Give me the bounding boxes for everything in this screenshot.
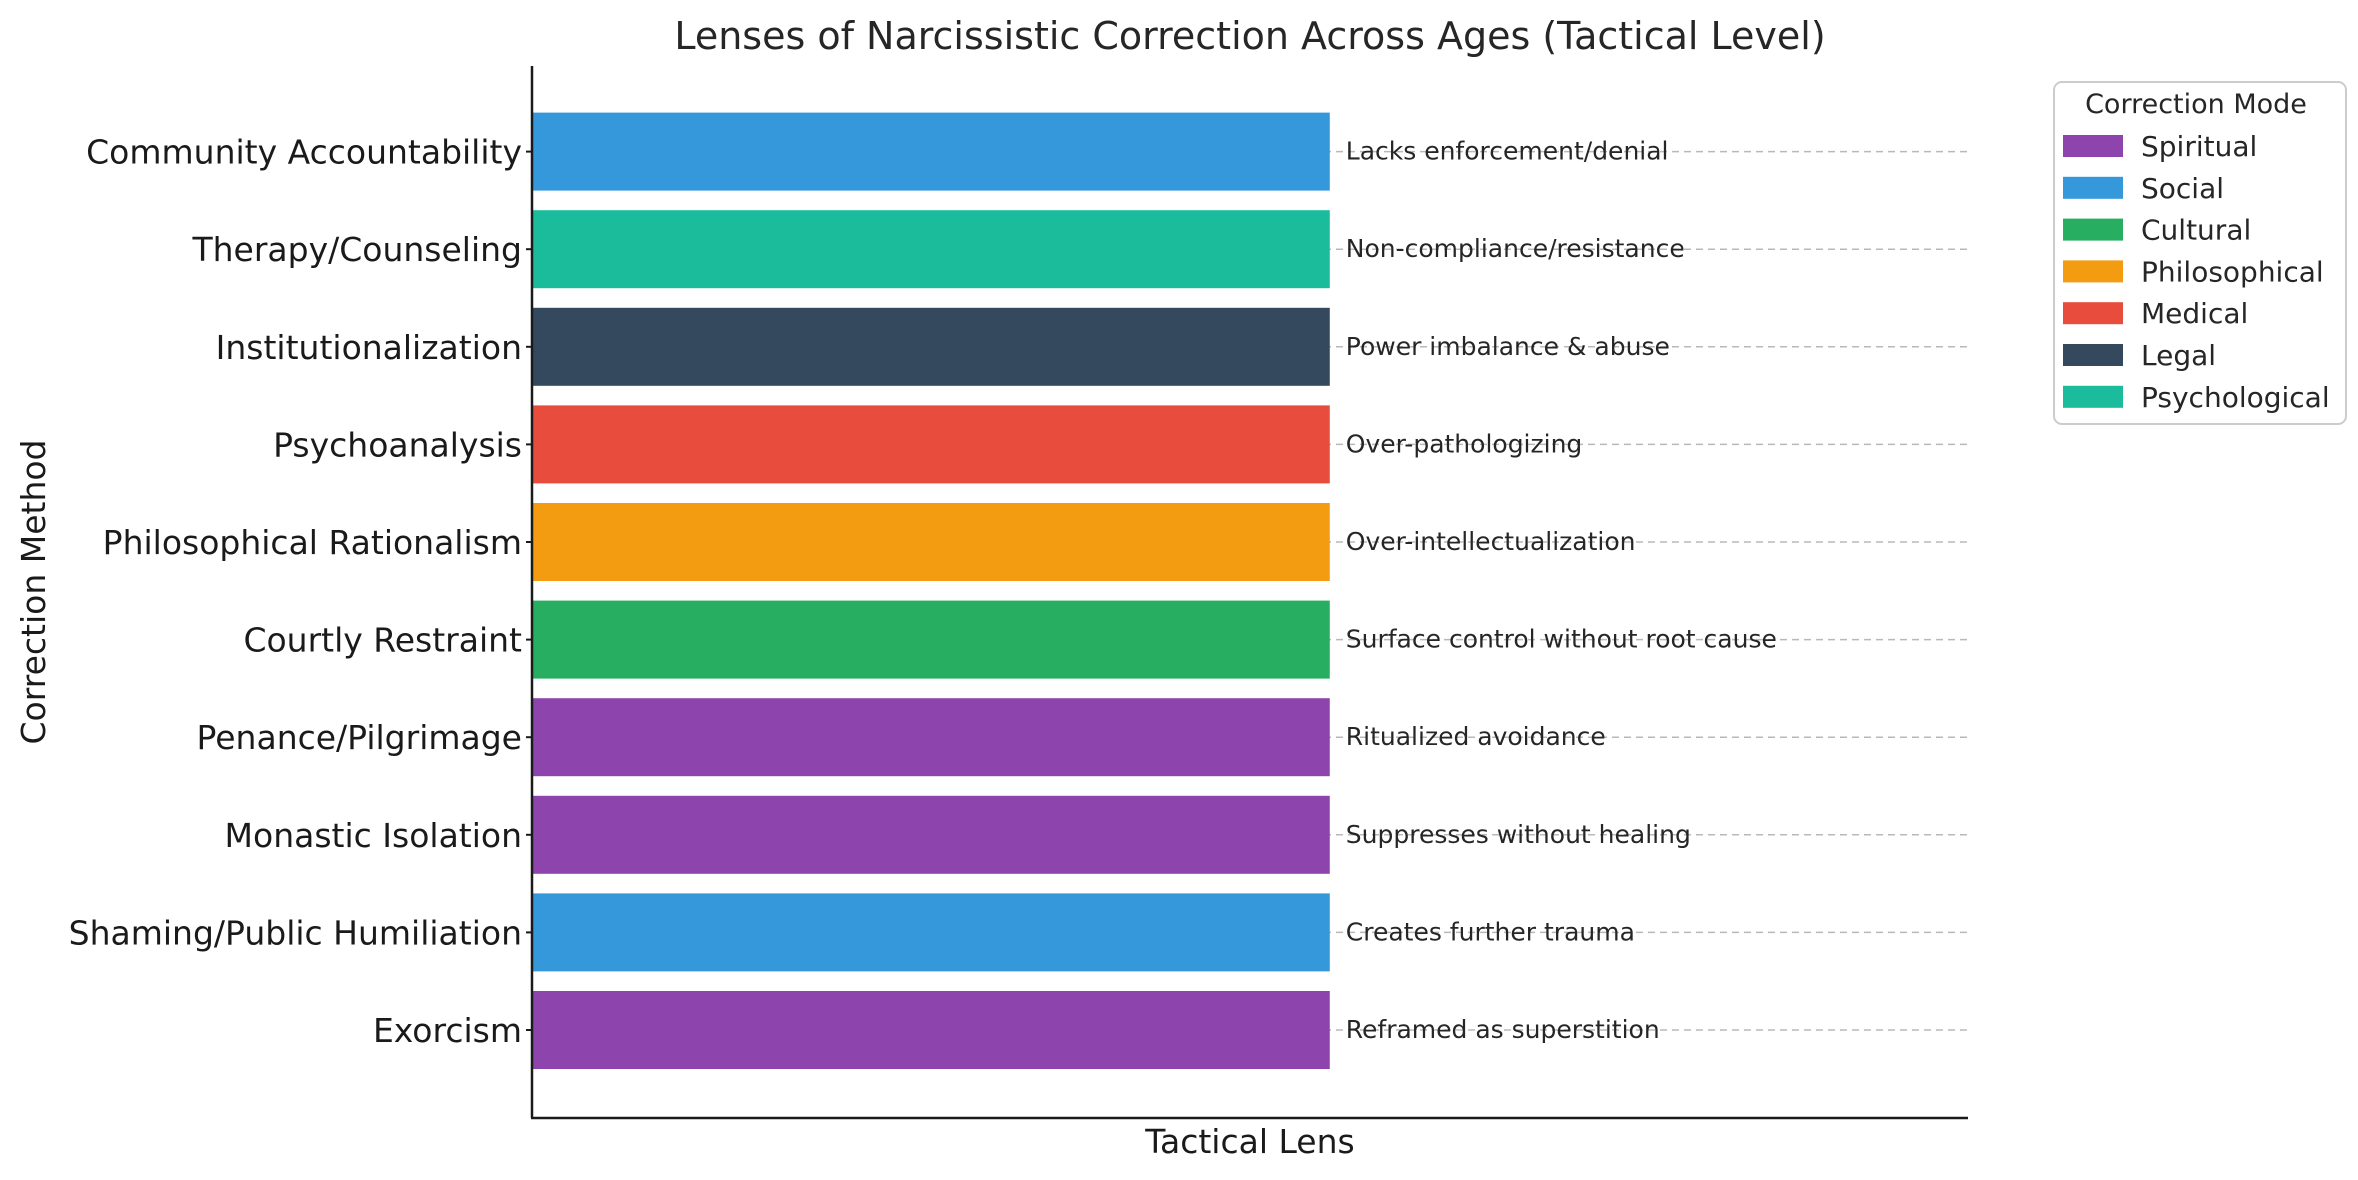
legend-label-medical: Medical [2141,297,2248,330]
y-axis-label: Correction Method [14,440,53,745]
y-tick-label-psychoanalysis: Psychoanalysis [273,425,522,464]
bar-institutionalization [532,307,1330,386]
y-tick-label-exorcism: Exorcism [373,1011,522,1050]
legend-label-spiritual: Spiritual [2141,130,2257,163]
annotation-institutionalization: Power imbalance & abuse [1346,332,1670,361]
legend-frame [2053,81,2347,425]
y-tick-label-philosophical-rationalism: Philosophical Rationalism [103,523,522,562]
annotation-philosophical-rationalism: Over-intellectualization [1346,527,1636,556]
legend-label-psychological: Psychological [2141,381,2330,414]
annotation-community-accountability: Lacks enforcement/denial [1346,137,1669,166]
bar-shaming-public-humiliation [532,893,1330,972]
legend-title: Correction Mode [2085,89,2307,120]
y-tick-label-community-accountability: Community Accountability [86,133,522,172]
legend-label-social: Social [2141,172,2224,205]
bar-penance-pilgrimage [532,698,1330,777]
legend-swatch-philosophical [2063,260,2123,283]
y-tick-label-therapy-counseling: Therapy/Counseling [191,230,522,269]
x-axis-label: Tactical Lens [1144,1122,1354,1161]
y-tick-label-penance-pilgrimage: Penance/Pilgrimage [197,718,522,757]
annotation-shaming-public-humiliation: Creates further trauma [1346,917,1635,946]
y-tick-label-monastic-isolation: Monastic Isolation [225,816,522,855]
annotation-layer: Reframed as superstition Creates further … [1346,137,1777,1044]
annotation-exorcism: Reframed as superstition [1346,1015,1660,1044]
tick-layer: Exorcism Shaming/Public Humiliation Monast… [69,133,532,1050]
legend-swatch-psychological [2063,385,2123,408]
y-tick-label-institutionalization: Institutionalization [216,328,522,367]
annotation-monastic-isolation: Suppresses without healing [1346,820,1691,849]
bar-philosophical-rationalism [532,503,1330,581]
y-tick-label-shaming-public-humiliation: Shaming/Public Humiliation [69,913,522,952]
legend-swatch-spiritual [2063,135,2123,157]
annotation-psychoanalysis: Over-pathologizing [1346,429,1583,458]
bar-monastic-isolation [532,795,1330,874]
legend-label-legal: Legal [2141,339,2216,372]
annotation-courtly-restraint: Surface control without root cause [1346,625,1777,654]
bar-courtly-restraint [532,600,1330,679]
chart-title: Lenses of Narcissistic Correction Across… [674,14,1825,58]
legend-label-philosophical: Philosophical [2141,255,2324,288]
y-tick-label-courtly-restraint: Courtly Restraint [243,621,522,660]
legend-swatch-social [2063,176,2123,199]
annotation-therapy-counseling: Non-compliance/resistance [1346,234,1685,263]
bar-exorcism [532,991,1330,1069]
legend-swatch-medical [2063,302,2123,325]
bar-therapy-counseling [532,210,1330,289]
legend-label-cultural: Cultural [2141,214,2251,247]
legend-items: Spiritual Social Cultural Philosophical Medi… [2063,130,2330,414]
legend: Correction Mode Spiritual Social Cultural P… [2053,81,2347,425]
annotation-penance-pilgrimage: Ritualized avoidance [1346,722,1606,751]
legend-swatch-legal [2063,344,2123,366]
bar-community-accountability [532,112,1330,191]
bar-layer [532,112,1330,1069]
legend-swatch-cultural [2063,218,2123,241]
bar-psychoanalysis [532,405,1330,484]
